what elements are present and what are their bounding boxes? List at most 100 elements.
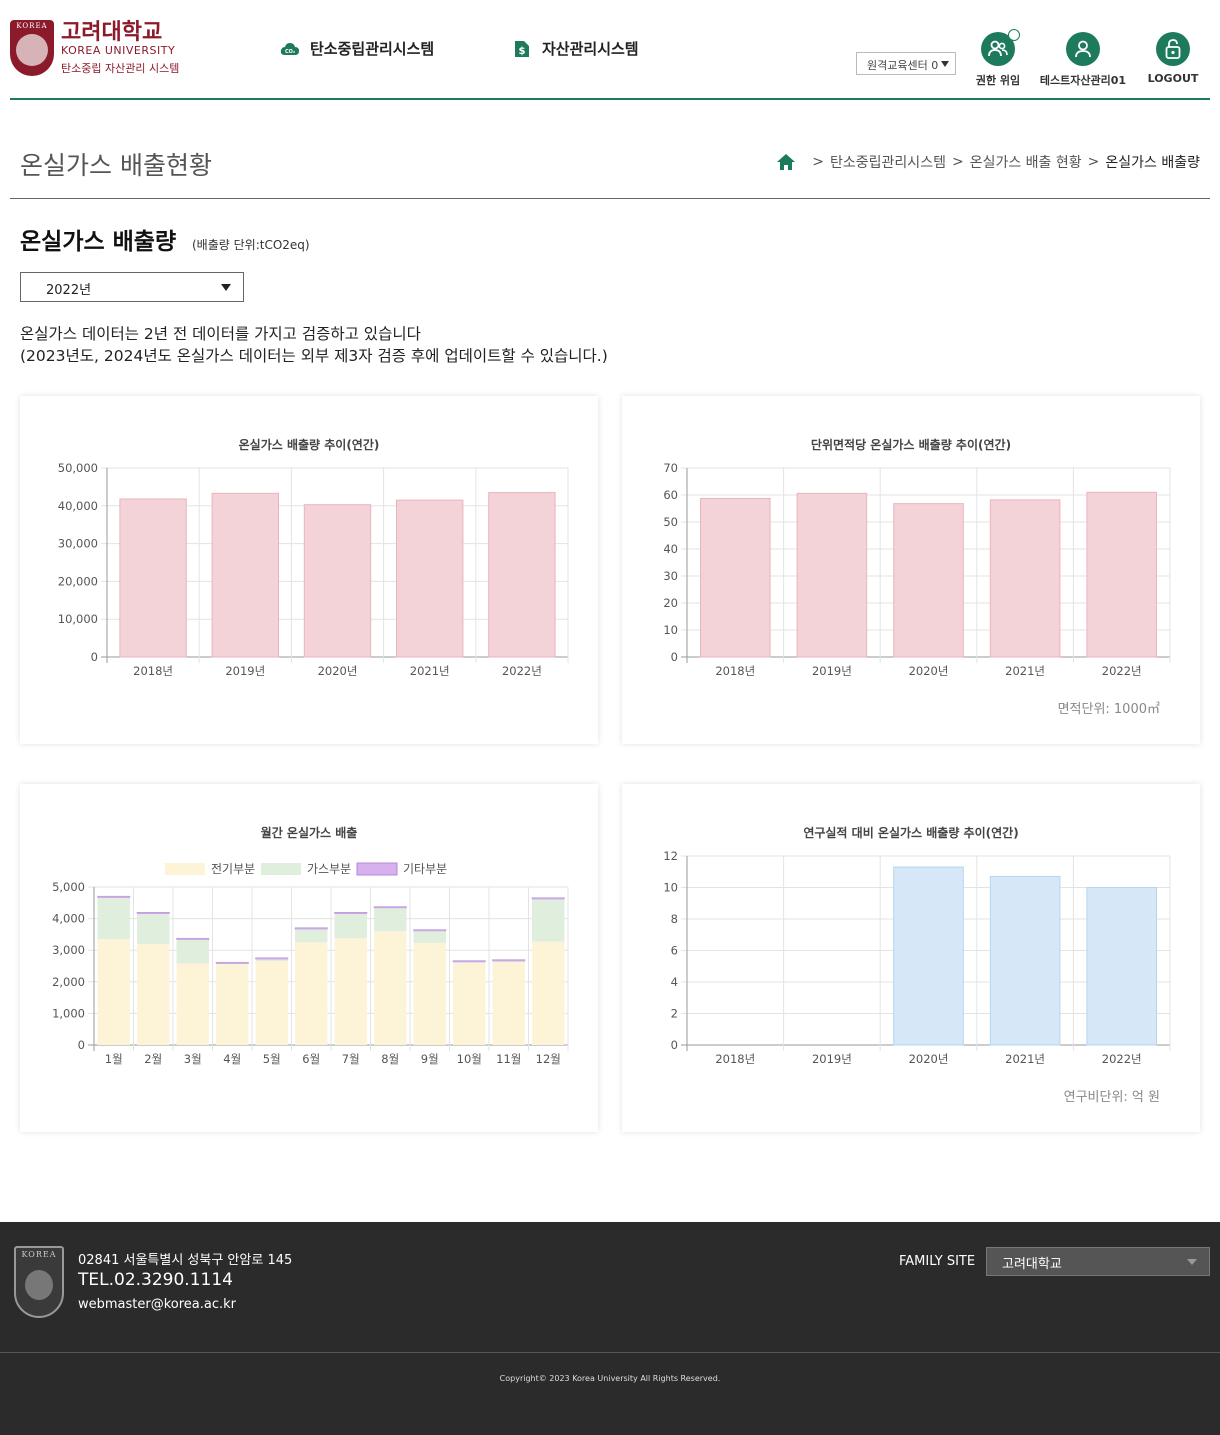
bar-segment[interactable]	[492, 960, 525, 963]
bar-segment[interactable]	[374, 931, 407, 1045]
bar[interactable]	[211, 492, 279, 658]
bar-segment[interactable]	[137, 943, 170, 1045]
bar[interactable]	[1086, 887, 1157, 1046]
bar-segment[interactable]	[137, 913, 170, 944]
bar-segment[interactable]	[531, 897, 565, 900]
university-logo[interactable]: KOREA 고려대학교 KOREA UNIVERSITY 탄소중립 자산관리 시…	[10, 20, 179, 77]
footer-seal-text: KOREA	[21, 1250, 57, 1259]
bar[interactable]	[796, 492, 868, 658]
chevron-down-icon	[941, 61, 949, 67]
x-tick-label: 2020년	[909, 1052, 949, 1066]
bar-segment[interactable]	[295, 942, 328, 1045]
money-file-icon: $	[512, 40, 532, 58]
bar-segment[interactable]	[413, 929, 447, 932]
chevron-down-icon	[1187, 1259, 1197, 1265]
breadcrumb-item[interactable]: 온실가스 배출 현황	[969, 155, 1082, 171]
x-tick-label: 2018년	[715, 1052, 755, 1066]
bar-segment[interactable]	[492, 959, 526, 962]
breadcrumb: > 탄소중립관리시스템 > 온실가스 배출 현황 > 온실가스 배출량	[776, 152, 1200, 172]
footer-seal-icon: KOREA	[14, 1246, 64, 1318]
bar-segment[interactable]	[255, 959, 288, 961]
bar-segment[interactable]	[413, 930, 446, 943]
delegate-permission-button[interactable]: 권한 위임	[948, 29, 1048, 88]
bar-segment[interactable]	[532, 899, 565, 942]
bar-segment[interactable]	[334, 938, 367, 1045]
y-tick-label: 0	[671, 650, 678, 664]
nav-asset-management-system[interactable]: $ 자산관리시스템	[512, 38, 639, 59]
home-icon[interactable]	[776, 153, 796, 171]
center-select[interactable]: 원격교육센터 0	[856, 52, 956, 75]
y-tick-label: 5,000	[52, 880, 85, 894]
footer-address: 02841 서울특별시 성북구 안암로 145	[78, 1253, 293, 1268]
svg-text:CO₂: CO₂	[285, 49, 295, 55]
x-tick-label: 6월	[302, 1052, 320, 1066]
bar-segment[interactable]	[413, 942, 446, 1045]
footer-email[interactable]: webmaster@korea.ac.kr	[78, 1297, 237, 1312]
bar[interactable]	[893, 866, 964, 1046]
family-site-label: FAMILY SITE	[899, 1254, 976, 1269]
bar-segment[interactable]	[97, 897, 130, 940]
header-divider	[10, 98, 1210, 100]
y-tick-label: 10	[663, 881, 678, 895]
research-emission-chart-card: 연구실적 대비 온실가스 배출량 추이(연간) 0 2 4 6 8 10 12 2018년 201…	[622, 784, 1200, 1132]
header: KOREA 고려대학교 KOREA UNIVERSITY 탄소중립 자산관리 시…	[0, 0, 1220, 100]
user-profile-button[interactable]: 테스트자산관리01	[1033, 32, 1133, 88]
x-tick-label: 3월	[184, 1052, 202, 1066]
section-unit: (배출량 단위:tCO2eq)	[192, 238, 310, 252]
bar-segment[interactable]	[295, 929, 328, 943]
university-seal-icon: KOREA	[10, 20, 54, 76]
y-tick-label: 6	[671, 944, 678, 958]
bar-segment[interactable]	[97, 939, 130, 1045]
bar[interactable]	[989, 499, 1061, 658]
bar-segment[interactable]	[453, 961, 486, 963]
logout-button[interactable]: LOGOUT	[1123, 32, 1220, 85]
x-tick-label: 2018년	[133, 664, 173, 678]
family-site-select[interactable]: 고려대학교	[986, 1247, 1210, 1276]
x-tick-label: 2021년	[1005, 1052, 1045, 1066]
bar-segment[interactable]	[334, 912, 368, 914]
bar-segment[interactable]	[97, 895, 131, 898]
bar-segment[interactable]	[532, 941, 565, 1045]
bar[interactable]	[989, 875, 1061, 1046]
bar-segment[interactable]	[452, 960, 486, 963]
users-shield-icon	[981, 29, 1020, 66]
shield-badge-icon	[1008, 29, 1020, 41]
bar-segment[interactable]	[453, 962, 486, 1045]
bar[interactable]	[396, 499, 464, 658]
footer: KOREA 02841 서울특별시 성북구 안암로 145 TEL.02.329…	[0, 1222, 1220, 1435]
bar-segment[interactable]	[215, 961, 249, 964]
x-tick-label: 2022년	[1102, 664, 1142, 678]
bar[interactable]	[119, 498, 187, 658]
chart-title: 연구실적 대비 온실가스 배출량 추이(연간)	[803, 825, 1018, 840]
bar-segment[interactable]	[216, 964, 249, 1045]
breadcrumb-separator: >	[1087, 154, 1100, 170]
x-tick-label: 2022년	[1102, 1052, 1142, 1066]
bar[interactable]	[488, 492, 556, 658]
nav-carbon-neutral-system[interactable]: CO₂ 탄소중립관리시스템	[280, 38, 434, 59]
bar-segment[interactable]	[255, 957, 289, 960]
x-tick-label: 2021년	[1005, 664, 1045, 678]
bar-segment[interactable]	[216, 963, 249, 965]
y-tick-label: 4	[671, 975, 678, 989]
bar-segment[interactable]	[294, 927, 328, 930]
bar-segment[interactable]	[176, 963, 209, 1045]
nav-label: 자산관리시스템	[542, 40, 639, 58]
bar-segment[interactable]	[176, 939, 209, 964]
bar[interactable]	[1086, 491, 1157, 658]
monthly-emission-chart: 월간 온실가스 배출 0 1,000 2,000 3,000 4,000 5,000 1월 2월…	[52, 825, 569, 1066]
bar-segment[interactable]	[136, 912, 170, 914]
bar-segment[interactable]	[492, 962, 525, 1045]
util-label: 테스트자산관리01	[1039, 74, 1127, 87]
bar[interactable]	[893, 503, 964, 658]
bar-segment[interactable]	[176, 937, 210, 940]
bar-segment[interactable]	[334, 913, 367, 939]
breadcrumb-item[interactable]: 탄소중립관리시스템	[830, 155, 946, 171]
bar-segment[interactable]	[255, 960, 288, 1045]
legend-swatch	[261, 863, 301, 875]
x-tick-label: 5월	[263, 1052, 281, 1066]
bar[interactable]	[700, 498, 771, 658]
bar-segment[interactable]	[373, 906, 407, 909]
bar[interactable]	[303, 504, 372, 658]
year-select[interactable]: 2022년	[20, 272, 244, 302]
bar-segment[interactable]	[374, 907, 407, 932]
